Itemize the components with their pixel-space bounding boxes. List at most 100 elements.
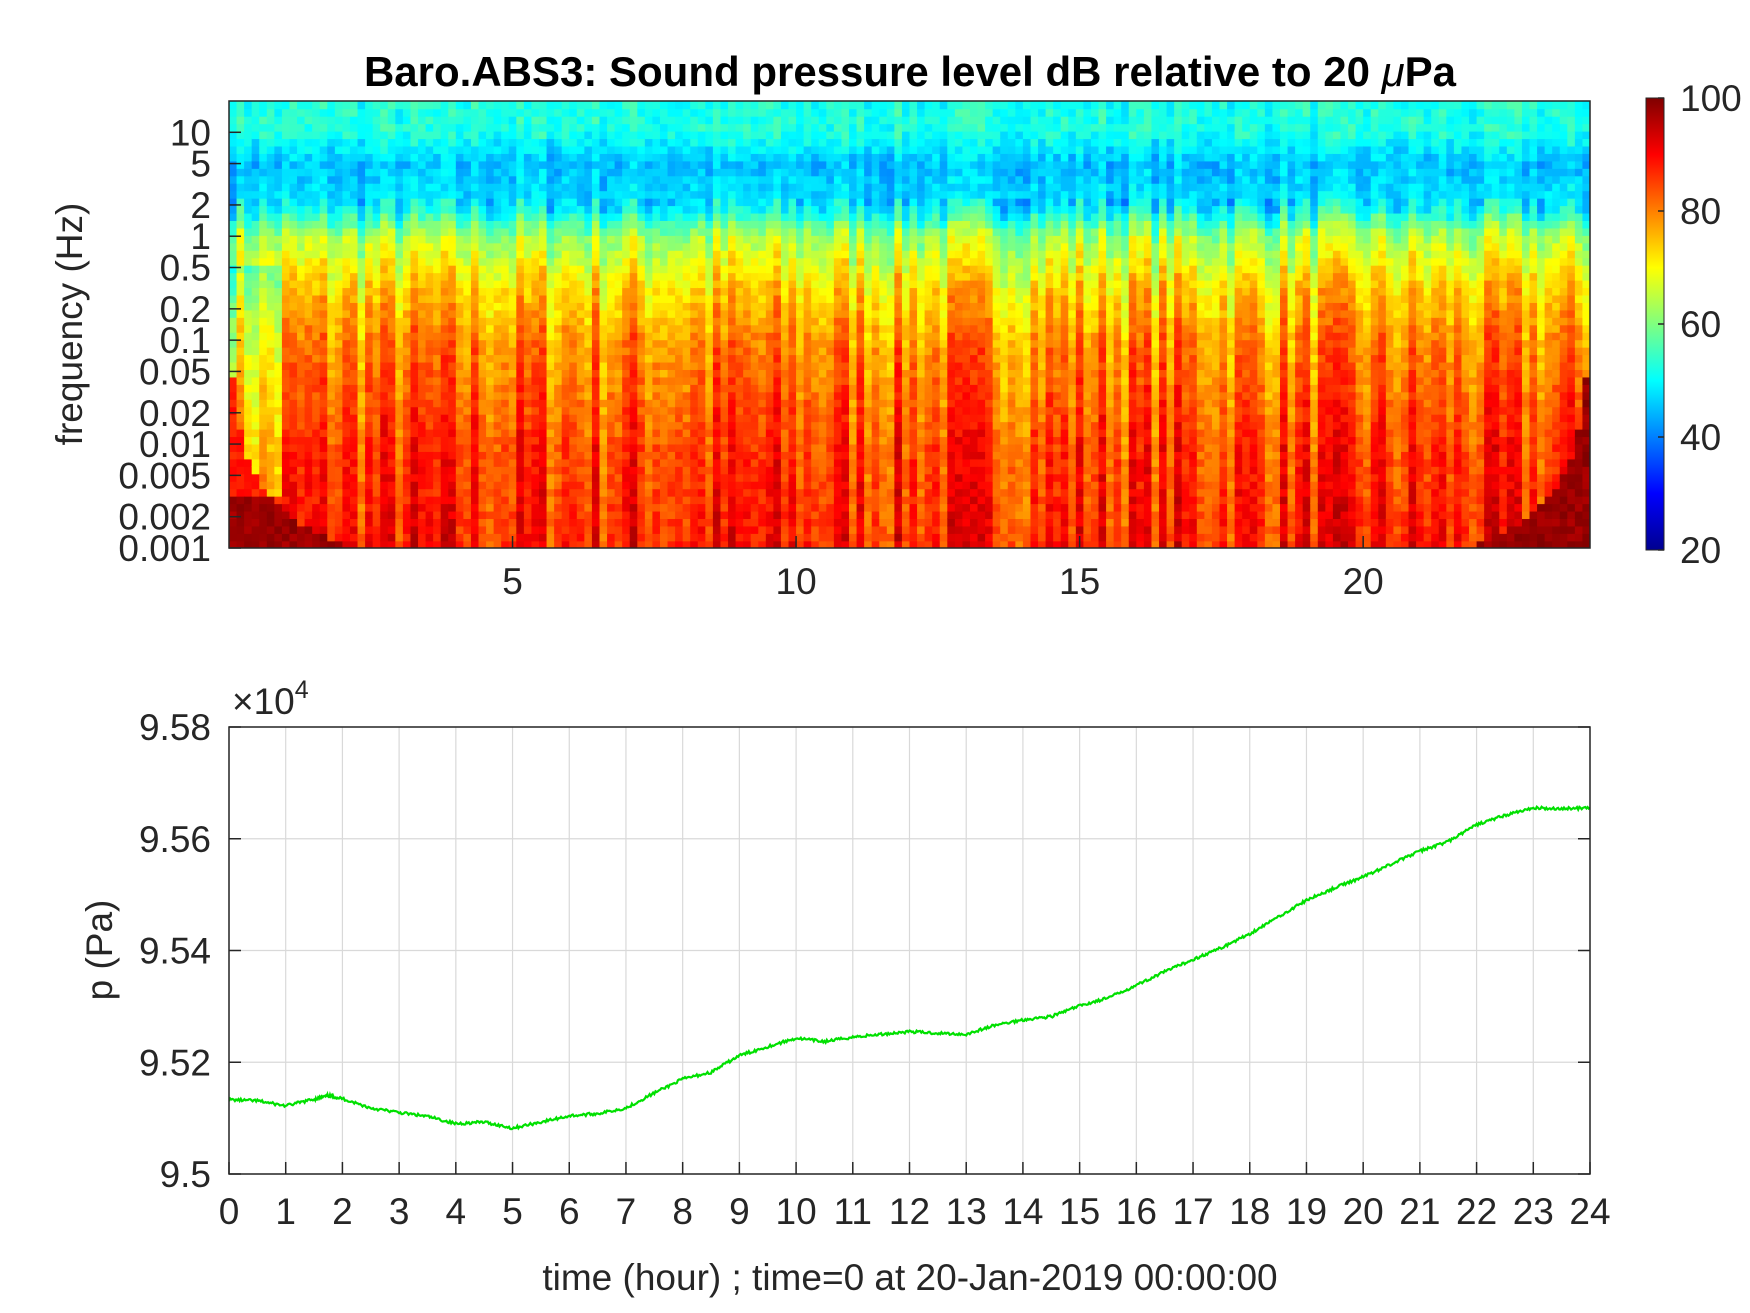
spectrogram-cell [841, 197, 850, 207]
spectrogram-cell [334, 190, 344, 199]
spectrogram-cell [440, 510, 450, 519]
spectrogram-cell [637, 294, 646, 303]
spectrogram-cell [349, 250, 359, 259]
spectrogram-cell [380, 108, 389, 117]
spectrogram-cell [297, 406, 306, 415]
spectrogram-cell [387, 138, 397, 147]
spectrogram-cell [508, 488, 518, 497]
spectrogram-cell [561, 294, 571, 303]
spectrogram-cell [735, 160, 744, 169]
spectrogram-cell [758, 302, 767, 311]
spectrogram-cell [395, 302, 404, 311]
spectrogram-cell [372, 428, 382, 438]
spectrogram-cell [349, 436, 359, 445]
spectrogram-cell [274, 257, 283, 266]
spectrogram-cell [780, 197, 790, 207]
spectrogram-cell [470, 220, 480, 229]
spectrogram-cell [644, 369, 654, 378]
spectrogram-cell [531, 406, 540, 415]
spectrogram-cell [455, 346, 465, 356]
spectrogram-cell [773, 451, 782, 460]
spectrogram-cell [773, 287, 782, 296]
spectrogram-cell [531, 443, 540, 452]
spectrogram-cell [493, 130, 502, 140]
spectrogram-cell [554, 451, 563, 460]
spectrogram-cell [493, 227, 502, 236]
spectrogram-cell [425, 235, 434, 244]
spectrogram-cell [478, 495, 487, 505]
spectrogram-cell [425, 451, 434, 460]
spectrogram-cell [758, 197, 767, 207]
spectrogram-cell [372, 205, 382, 214]
spectrogram-cell [750, 451, 760, 460]
spectrogram-cell [501, 250, 510, 259]
spectrogram-cell [841, 205, 850, 214]
spectrogram-cell [501, 413, 510, 423]
spectrogram-cell [433, 436, 442, 445]
spectrogram-cell [788, 287, 797, 296]
spectrogram-cell [448, 272, 457, 281]
spectrogram-cell [849, 510, 858, 519]
spectrogram-cell [380, 220, 389, 229]
spectrogram-cell [448, 182, 457, 192]
spectrogram-cell [554, 130, 563, 140]
spectrogram-cell [833, 279, 843, 289]
spectrogram-cell [334, 421, 344, 430]
spectrogram-cell [380, 406, 389, 415]
spectrogram-cell [433, 130, 442, 140]
spectrogram-cell [750, 175, 760, 184]
spectrogram-cell [259, 220, 268, 229]
spectrogram-cell [244, 324, 253, 333]
spectrogram-cell [539, 399, 548, 408]
spectrogram-cell [614, 227, 623, 236]
spectrogram-cell [607, 399, 616, 408]
spectrogram-cell [244, 153, 253, 162]
spectrogram-cell [486, 428, 495, 438]
spectrogram-cell [312, 331, 321, 341]
spectrogram-cell [652, 235, 661, 244]
spectrogram-cell [259, 138, 268, 147]
spectrogram-cell [425, 309, 434, 318]
spectrogram-cell [342, 175, 351, 184]
spectrogram-cell [569, 160, 578, 169]
spectrogram-cell [833, 205, 843, 214]
spectrogram-cell [561, 264, 571, 274]
spectrogram-cell [236, 145, 245, 154]
spectrogram-cell [251, 451, 261, 460]
spectrogram-cell [470, 130, 480, 140]
spectrogram-cell [410, 346, 419, 356]
spectrogram-cell [682, 264, 692, 274]
spectrogram-cell [319, 242, 329, 251]
spectrogram-cell [244, 361, 253, 370]
spectrogram-cell [281, 220, 291, 229]
spectrogram-cell [319, 503, 329, 512]
spectrogram-cell [312, 250, 321, 259]
spectrogram-cell [614, 272, 623, 281]
spectrogram-cell [682, 123, 692, 132]
spectrogram-cell [629, 309, 639, 318]
spectrogram-cell [818, 272, 828, 281]
spectrogram-cell [750, 242, 760, 251]
spectrogram-cell [289, 235, 298, 244]
spectrogram-cell [841, 264, 850, 274]
spectrogram-cell [697, 384, 707, 393]
spectrogram-cell [591, 540, 601, 548]
spectrogram-cell [637, 354, 646, 363]
spectrogram-cell [735, 503, 744, 512]
spectrogram-cell [705, 145, 714, 154]
spectrogram-cell [448, 287, 457, 296]
spectrogram-cell [380, 235, 389, 244]
spectrogram-cell [463, 391, 472, 400]
spectrogram-cell [508, 108, 518, 117]
spectrogram-cell [463, 205, 472, 214]
spectrogram-cell [833, 115, 843, 125]
spectrogram-cell [470, 302, 480, 311]
spectrogram-cell [334, 115, 344, 125]
spectrogram-cell [418, 309, 427, 318]
spectrogram-cell [266, 212, 276, 221]
spectrogram-cell [539, 436, 548, 445]
spectrogram-cell [599, 458, 608, 467]
spectrogram-cell [229, 287, 238, 296]
spectrogram-cell [690, 533, 699, 542]
spectrogram-cell [607, 227, 616, 236]
